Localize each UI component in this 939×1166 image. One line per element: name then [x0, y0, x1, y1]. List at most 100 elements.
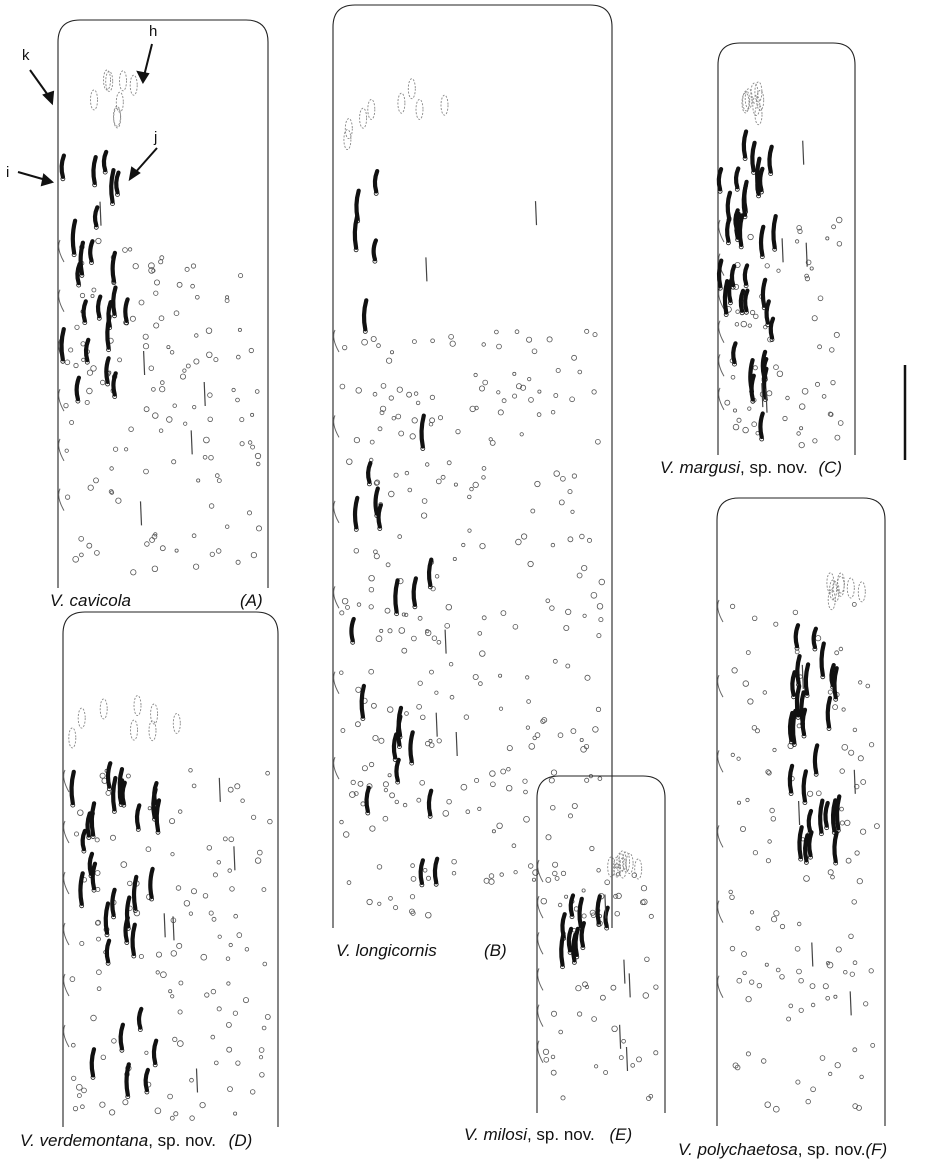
pore [571, 803, 578, 810]
pore [210, 988, 217, 995]
hollow-seta [133, 695, 142, 717]
pore [222, 836, 228, 842]
seta-socket [137, 1027, 143, 1032]
pore [582, 981, 588, 988]
pore [527, 560, 534, 568]
pore [834, 650, 840, 656]
thin-seta [99, 201, 102, 226]
pore [77, 1093, 82, 1098]
panel-letter-d: (D) [228, 1131, 253, 1150]
pore [429, 417, 436, 424]
pore [826, 961, 834, 969]
marginal-seta [333, 500, 340, 524]
pore [99, 772, 106, 779]
pore [393, 905, 399, 911]
pore [451, 871, 457, 876]
pore [520, 384, 527, 391]
thick-seta [738, 288, 746, 313]
thick-seta [432, 856, 440, 885]
seta-socket [739, 310, 745, 316]
pore [204, 992, 210, 998]
hollow-seta [130, 719, 138, 741]
pore [237, 327, 242, 332]
caption-a: V. cavicola [50, 591, 131, 611]
pore [170, 852, 175, 857]
seta-socket [350, 639, 356, 645]
pore [552, 870, 558, 877]
pore [827, 689, 833, 695]
seta-socket [749, 388, 754, 394]
pore [373, 480, 380, 486]
thick-seta [134, 803, 142, 830]
marginal-seta [58, 488, 65, 511]
pore [497, 409, 504, 416]
thin-seta [619, 1024, 622, 1049]
seta-socket [419, 882, 425, 888]
pore [834, 1062, 841, 1069]
pore [105, 790, 112, 796]
pore [353, 436, 360, 444]
pore [613, 893, 619, 899]
thick-seta [716, 167, 724, 192]
pore [236, 354, 241, 360]
thick-seta [411, 576, 418, 607]
seta-socket [91, 887, 97, 893]
seta-socket [79, 903, 85, 909]
pore [158, 315, 165, 322]
pore [526, 336, 533, 343]
segment-outline [62, 611, 279, 1127]
pore [388, 395, 394, 401]
panel-c-drawing [716, 42, 856, 455]
marginal-seta [717, 599, 724, 623]
pore [142, 333, 149, 340]
pore [231, 387, 236, 393]
pore [144, 541, 150, 547]
pore [772, 747, 777, 753]
pore [208, 910, 214, 916]
seta-socket [362, 328, 368, 334]
pore [143, 406, 150, 413]
marginal-seta [333, 329, 340, 353]
pore [341, 598, 349, 605]
pore [830, 379, 836, 386]
seta-socket [801, 733, 807, 739]
pore [120, 861, 128, 868]
pore [77, 809, 84, 816]
pore [868, 742, 875, 748]
pore [99, 1101, 106, 1108]
pore [148, 262, 155, 270]
marginal-seta [717, 900, 724, 923]
pore [776, 370, 784, 377]
pore [835, 946, 842, 953]
pore [355, 686, 362, 693]
thick-seta [89, 1047, 97, 1078]
seta-socket [604, 925, 610, 931]
pore [73, 362, 79, 369]
pore [814, 635, 822, 642]
pore [235, 1060, 241, 1066]
pore [550, 542, 556, 548]
pore [444, 622, 451, 629]
pore [558, 1029, 563, 1035]
pore [196, 478, 201, 483]
thick-seta [91, 155, 98, 185]
seta-socket [409, 760, 415, 766]
pore [425, 912, 432, 919]
thin-seta [761, 383, 764, 408]
thick-seta [110, 887, 117, 917]
pore [374, 479, 381, 486]
pore [346, 458, 353, 465]
pore [752, 615, 758, 621]
pore [737, 800, 742, 805]
seta-socket [788, 791, 794, 796]
thick-seta [568, 893, 576, 917]
seta-socket [833, 696, 839, 702]
thick-seta [733, 166, 741, 190]
pore [96, 936, 101, 942]
pore [254, 389, 260, 394]
pore [78, 535, 84, 542]
pore [69, 420, 74, 425]
hollow-seta [105, 70, 114, 92]
thick-seta [123, 915, 130, 943]
thick-seta [114, 170, 121, 195]
